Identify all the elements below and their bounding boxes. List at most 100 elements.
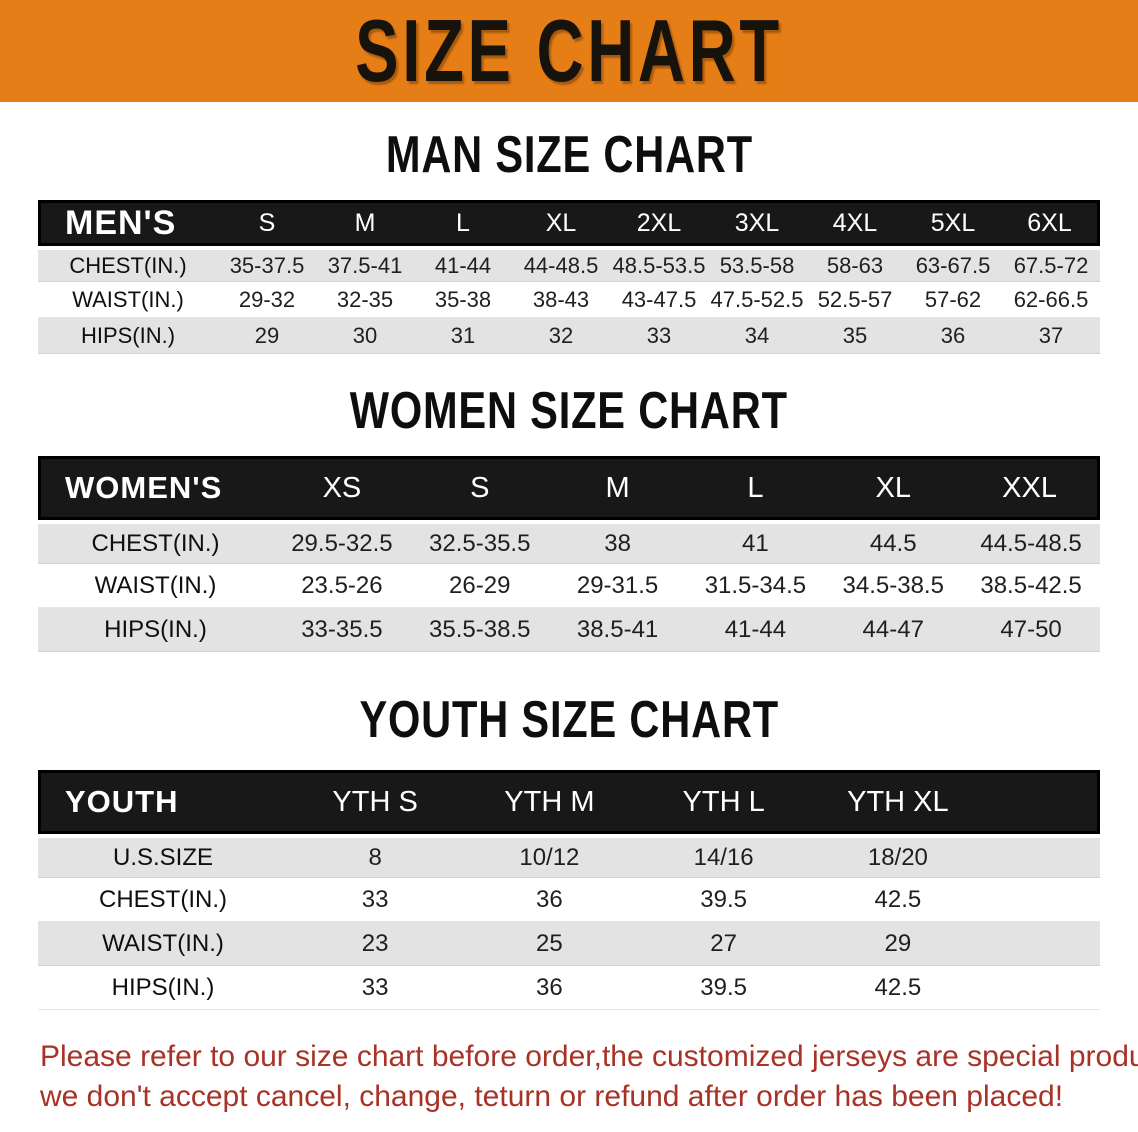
youth-section-heading: YOUTH SIZE CHART	[0, 694, 1138, 746]
size-value-cell: 39.5	[636, 966, 811, 1010]
size-value-cell: 42.5	[810, 878, 985, 922]
table-row: HIPS(IN.) 33 36 39.5 42.5	[38, 966, 1100, 1010]
page-title: SIZE CHART	[355, 1, 783, 100]
table-header-row: YOUTH YTH S YTH M YTH L YTH XL	[38, 770, 1100, 834]
size-value-cell: 32-35	[316, 282, 414, 318]
size-value-cell: 35-38	[414, 282, 512, 318]
size-value-cell: 36	[462, 878, 637, 922]
size-column-header: YTH XL	[810, 770, 985, 834]
row-label: CHEST(IN.)	[38, 878, 288, 922]
row-label: WAIST(IN.)	[38, 922, 288, 966]
size-value-cell: 38-43	[512, 282, 610, 318]
size-value-cell: 29.5-32.5	[273, 520, 411, 564]
table-group-label: YOUTH	[38, 770, 288, 834]
size-value-cell: 36	[462, 966, 637, 1010]
size-value-cell: 33-35.5	[273, 608, 411, 652]
size-column-header: XS	[273, 456, 411, 520]
size-value-cell: 25	[462, 922, 637, 966]
size-value-cell: 42.5	[810, 966, 985, 1010]
women-section-heading-text: WOMEN SIZE CHART	[349, 382, 789, 440]
filler-cell	[985, 878, 1100, 922]
table-row: WAIST(IN.) 29-32 32-35 35-38 38-43 43-47.5 47.…	[38, 282, 1100, 318]
filler-cell	[985, 966, 1100, 1010]
size-value-cell: 44.5	[824, 520, 963, 564]
size-value-cell: 14/16	[636, 834, 811, 878]
size-value-cell: 38	[548, 520, 687, 564]
size-value-cell: 30	[316, 318, 414, 354]
row-label: U.S.SIZE	[38, 834, 288, 878]
size-value-cell: 36	[904, 318, 1002, 354]
size-column-header: YTH L	[636, 770, 811, 834]
size-value-cell: 23.5-26	[273, 564, 411, 608]
size-value-cell: 37.5-41	[316, 246, 414, 282]
size-column-header: L	[686, 456, 825, 520]
row-label: HIPS(IN.)	[38, 966, 288, 1010]
size-value-cell: 10/12	[462, 834, 637, 878]
youth-section-heading-text: YOUTH SIZE CHART	[359, 691, 779, 749]
order-policy-note: Please refer to our size chart before or…	[40, 1037, 1138, 1117]
size-column-header: YTH S	[288, 770, 463, 834]
order-policy-note-line-2: we don't accept cancel, change, teturn o…	[40, 1079, 1064, 1113]
size-value-cell: 53.5-58	[708, 246, 806, 282]
men-size-table: MEN'S S M L XL 2XL 3XL 4XL 5XL 6XL CHEST(IN.) 35-37…	[38, 200, 1100, 354]
size-value-cell: 44.5-48.5	[962, 520, 1100, 564]
size-value-cell: 41-44	[686, 608, 825, 652]
size-value-cell: 37	[1002, 318, 1100, 354]
size-column-header: L	[414, 200, 512, 246]
size-value-cell: 62-66.5	[1002, 282, 1100, 318]
size-column-header: M	[548, 456, 687, 520]
size-value-cell: 47.5-52.5	[708, 282, 806, 318]
size-value-cell: 29-31.5	[548, 564, 687, 608]
size-value-cell: 44-48.5	[512, 246, 610, 282]
size-value-cell: 67.5-72	[1002, 246, 1100, 282]
size-value-cell: 31	[414, 318, 512, 354]
size-column-header: XXL	[962, 456, 1100, 520]
man-section-heading: MAN SIZE CHART	[0, 129, 1138, 181]
size-value-cell: 43-47.5	[610, 282, 708, 318]
size-value-cell: 27	[636, 922, 811, 966]
man-section-heading-text: MAN SIZE CHART	[385, 126, 753, 184]
table-row: CHEST(IN.) 35-37.5 37.5-41 41-44 44-48.5 48.5…	[38, 246, 1100, 282]
filler-cell	[985, 834, 1100, 878]
size-value-cell: 18/20	[810, 834, 985, 878]
size-value-cell: 63-67.5	[904, 246, 1002, 282]
size-value-cell: 58-63	[806, 246, 904, 282]
table-header-row: MEN'S S M L XL 2XL 3XL 4XL 5XL 6XL	[38, 200, 1100, 246]
size-value-cell: 32	[512, 318, 610, 354]
size-value-cell: 41-44	[414, 246, 512, 282]
size-value-cell: 31.5-34.5	[686, 564, 825, 608]
size-column-header: XL	[512, 200, 610, 246]
size-column-header: S	[218, 200, 316, 246]
table-row: WAIST(IN.) 23 25 27 29	[38, 922, 1100, 966]
size-value-cell: 23	[288, 922, 463, 966]
youth-size-table: YOUTH YTH S YTH M YTH L YTH XL U.S.SIZE 8 10/12…	[38, 770, 1100, 1010]
size-column-header: M	[316, 200, 414, 246]
size-value-cell: 29	[218, 318, 316, 354]
size-column-header: XL	[824, 456, 963, 520]
size-value-cell: 33	[288, 878, 463, 922]
size-value-cell: 52.5-57	[806, 282, 904, 318]
size-column-header: 2XL	[610, 200, 708, 246]
women-section-heading: WOMEN SIZE CHART	[0, 385, 1138, 437]
size-value-cell: 35	[806, 318, 904, 354]
size-column-header: 5XL	[904, 200, 1002, 246]
row-label: HIPS(IN.)	[38, 608, 273, 652]
size-column-header: 4XL	[806, 200, 904, 246]
size-value-cell: 8	[288, 834, 463, 878]
row-label: CHEST(IN.)	[38, 246, 218, 282]
row-label: WAIST(IN.)	[38, 282, 218, 318]
size-column-header: YTH M	[462, 770, 637, 834]
size-chart-banner: SIZE CHART	[0, 0, 1138, 102]
size-value-cell: 35-37.5	[218, 246, 316, 282]
size-value-cell: 38.5-41	[548, 608, 687, 652]
size-value-cell: 26-29	[410, 564, 549, 608]
size-value-cell: 32.5-35.5	[410, 520, 549, 564]
table-row: CHEST(IN.) 29.5-32.5 32.5-35.5 38 41 44.5 44.5…	[38, 520, 1100, 564]
size-column-header: S	[410, 456, 549, 520]
size-value-cell: 34.5-38.5	[824, 564, 963, 608]
size-value-cell: 48.5-53.5	[610, 246, 708, 282]
size-value-cell: 41	[686, 520, 825, 564]
filler-cell	[985, 922, 1100, 966]
size-value-cell: 38.5-42.5	[962, 564, 1100, 608]
table-row: CHEST(IN.) 33 36 39.5 42.5	[38, 878, 1100, 922]
